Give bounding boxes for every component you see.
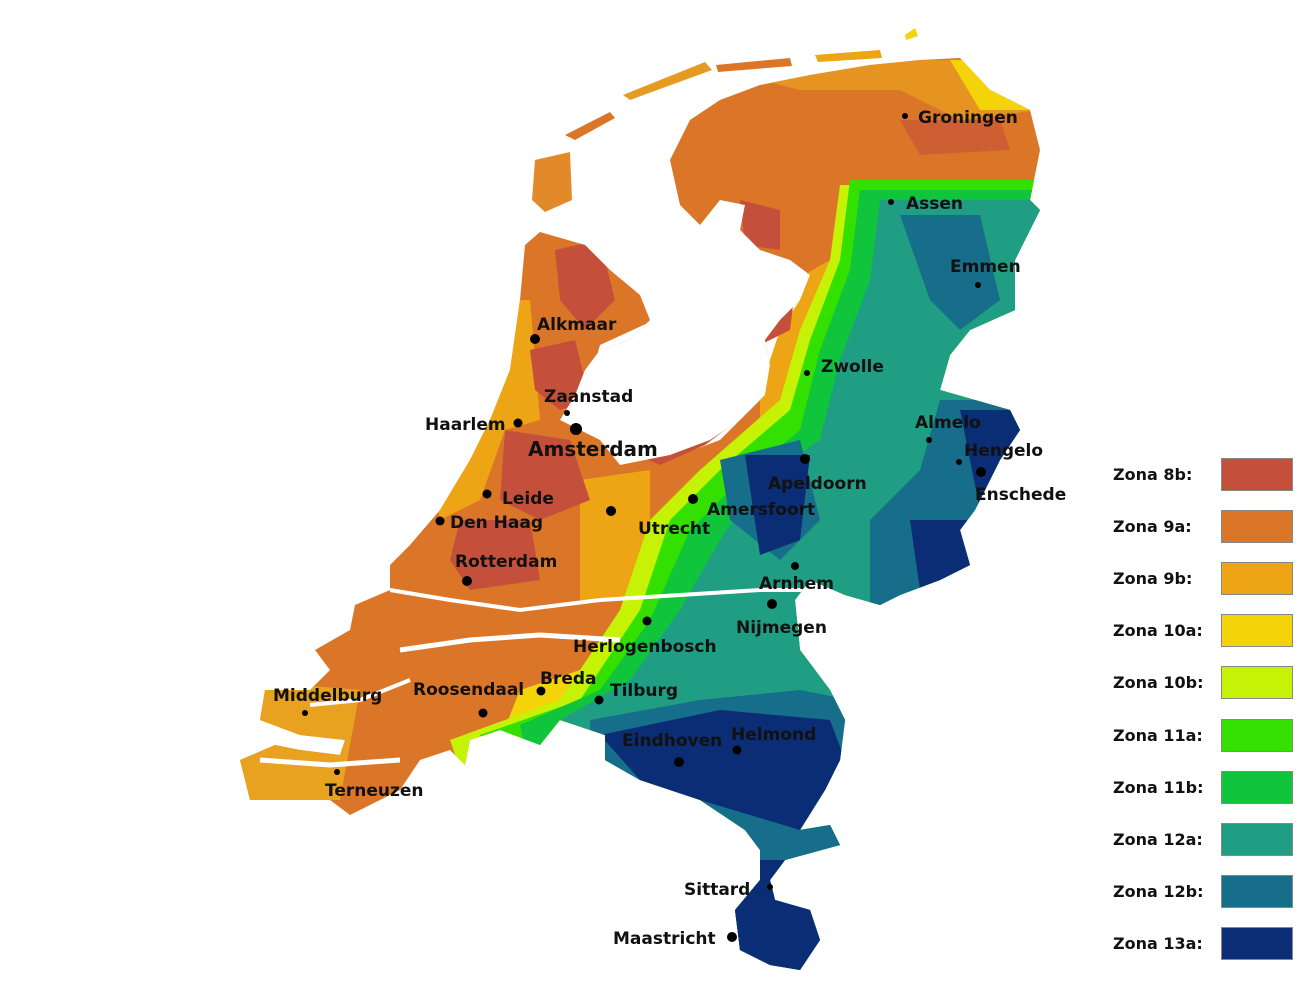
city-marker — [302, 710, 308, 716]
city-labels: Groningen Assen Emmen Alkmaar Zaanstad H… — [273, 108, 1066, 949]
city-marker — [975, 282, 981, 288]
legend-swatch — [1221, 822, 1293, 856]
city-label-apeldoorn: Apeldoorn — [768, 474, 867, 494]
city-marker — [902, 113, 908, 119]
legend-item-12b: Zona 12b: — [1113, 866, 1293, 918]
city-markers — [302, 113, 986, 942]
city-label-haarlem: Haarlem — [425, 415, 506, 435]
legend-label: Zona 9a: — [1113, 516, 1192, 536]
city-label-den-haag: Den Haag — [450, 513, 543, 533]
legend-swatch — [1221, 457, 1293, 491]
legend-label: Zona 12b: — [1113, 882, 1204, 902]
legend-swatch — [1221, 561, 1293, 595]
city-label-amersfoort: Amersfoort — [707, 500, 815, 520]
city-marker — [767, 884, 773, 890]
legend-swatch — [1221, 509, 1293, 543]
city-marker — [804, 370, 810, 376]
city-label-tilburg: Tilburg — [610, 681, 678, 701]
city-label-arnhem: Arnhem — [759, 574, 834, 594]
legend-swatch — [1221, 770, 1293, 804]
city-label-utrecht: Utrecht — [638, 519, 710, 539]
legend-label: Zona 11a: — [1113, 725, 1203, 745]
legend-item-8b: Zona 8b: — [1113, 448, 1293, 500]
legend-label: Zona 9b: — [1113, 568, 1193, 588]
city-marker — [674, 757, 684, 767]
city-marker — [767, 599, 777, 609]
city-marker — [732, 745, 742, 755]
city-label-rotterdam: Rotterdam — [455, 552, 557, 572]
legend-label: Zona 10a: — [1113, 621, 1203, 641]
city-marker — [688, 494, 698, 504]
city-marker — [594, 695, 604, 705]
city-marker — [956, 459, 962, 465]
city-label-terneuzen: Terneuzen — [325, 781, 424, 801]
legend-swatch — [1221, 875, 1293, 909]
city-label-alkmaar: Alkmaar — [537, 315, 617, 335]
city-label-assen: Assen — [906, 194, 963, 214]
city-marker — [800, 454, 810, 464]
city-marker — [926, 437, 932, 443]
legend-label: Zona 8b: — [1113, 464, 1193, 484]
city-label-maastricht: Maastricht — [613, 929, 716, 949]
legend-swatch — [1221, 614, 1293, 648]
city-label-zaanstad: Zaanstad — [544, 387, 633, 407]
city-marker — [530, 334, 540, 344]
city-marker — [642, 616, 652, 626]
city-marker — [606, 506, 616, 516]
city-marker — [570, 423, 582, 435]
city-label-zwolle: Zwolle — [821, 357, 884, 377]
legend-item-10a: Zona 10a: — [1113, 605, 1293, 657]
legend-item-11b: Zona 11b: — [1113, 761, 1293, 813]
city-marker — [482, 489, 492, 499]
city-label-amsterdam: Amsterdam — [528, 437, 658, 461]
city-label-almelo: Almelo — [915, 413, 981, 433]
legend-swatch — [1221, 927, 1293, 961]
mainland — [240, 58, 1040, 970]
city-marker — [727, 932, 737, 942]
city-label-herlogenbosch: Herlogenbosch — [573, 637, 717, 657]
city-marker — [334, 769, 340, 775]
legend-item-11a: Zona 11a: — [1113, 709, 1293, 761]
legend-label: Zona 11b: — [1113, 777, 1204, 797]
legend: Zona 8b: Zona 9a: Zona 9b: Zona 10a: Zon… — [1113, 448, 1293, 970]
islands — [532, 28, 918, 212]
city-label-helmond: Helmond — [731, 725, 816, 745]
city-label-nijmegen: Nijmegen — [736, 618, 827, 638]
city-marker — [478, 708, 488, 718]
legend-swatch — [1221, 718, 1293, 752]
legend-label: Zona 13a: — [1113, 934, 1203, 954]
city-label-middelburg: Middelburg — [273, 686, 382, 706]
city-label-eindhoven: Eindhoven — [622, 731, 722, 751]
city-label-hengelo: Hengelo — [964, 441, 1043, 461]
city-marker — [462, 576, 472, 586]
city-marker — [564, 410, 570, 416]
city-label-roosendaal: Roosendaal — [413, 680, 524, 700]
legend-item-9b: Zona 9b: — [1113, 552, 1293, 604]
legend-item-10b: Zona 10b: — [1113, 657, 1293, 709]
legend-label: Zona 12a: — [1113, 829, 1203, 849]
city-label-enschede: Enschede — [975, 485, 1066, 505]
city-label-leide: Leide — [502, 489, 554, 509]
legend-item-13a: Zona 13a: — [1113, 918, 1293, 970]
legend-item-12a: Zona 12a: — [1113, 813, 1293, 865]
city-marker — [791, 562, 799, 570]
legend-item-9a: Zona 9a: — [1113, 500, 1293, 552]
legend-label: Zona 10b: — [1113, 673, 1204, 693]
city-marker — [536, 686, 546, 696]
city-label-emmen: Emmen — [950, 257, 1021, 277]
city-label-groningen: Groningen — [918, 108, 1018, 128]
city-label-sittard: Sittard — [684, 880, 750, 900]
city-marker — [888, 199, 894, 205]
city-label-breda: Breda — [540, 669, 597, 689]
city-marker — [435, 516, 445, 526]
city-marker — [513, 418, 523, 428]
legend-swatch — [1221, 666, 1293, 700]
city-marker — [976, 467, 986, 477]
